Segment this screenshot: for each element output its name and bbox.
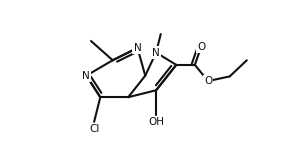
Text: N: N bbox=[83, 71, 90, 81]
Text: O: O bbox=[204, 76, 212, 86]
Text: Cl: Cl bbox=[89, 124, 99, 134]
Text: N: N bbox=[134, 43, 141, 53]
Text: O: O bbox=[197, 42, 205, 52]
Text: N: N bbox=[152, 48, 160, 58]
Text: OH: OH bbox=[148, 117, 164, 127]
